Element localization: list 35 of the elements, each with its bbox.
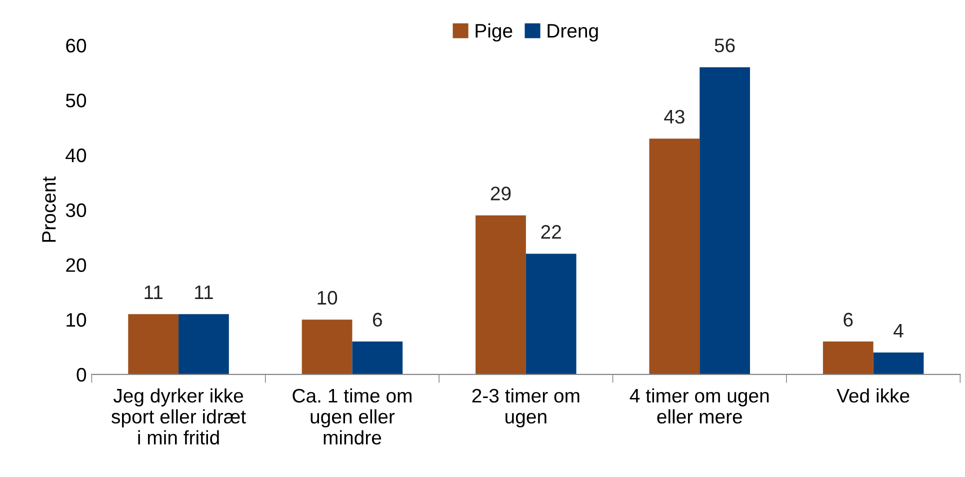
data-label: 4 (894, 324, 904, 338)
bar (873, 352, 924, 374)
x-tick-label: 4 timer om ugen eller mere (630, 388, 769, 424)
data-label: 56 (714, 38, 735, 52)
bar (178, 314, 229, 374)
y-tick-label: 20 (66, 258, 86, 272)
bar (128, 314, 179, 374)
x-tick-label: 2-3 timer om ugen (472, 388, 580, 428)
x-tick-label: Ca. 1 time om ugen eller mindre (292, 388, 412, 445)
data-label: 10 (318, 290, 338, 305)
data-label: 11 (144, 286, 162, 299)
x-tick-label: Jeg dyrker ikke sport eller idræt i min fritid (112, 388, 246, 445)
bar (649, 138, 700, 374)
data-label: 43 (664, 110, 684, 124)
y-tick-label: 50 (66, 94, 86, 108)
data-label: 6 (844, 312, 853, 327)
y-axis-title: Procent (42, 176, 56, 242)
bar (526, 254, 576, 374)
data-label: 6 (372, 312, 382, 327)
data-label: 22 (541, 225, 561, 239)
y-tick-label: 10 (66, 313, 86, 327)
y-tick-label: 0 (76, 368, 86, 382)
y-tick-label: 60 (66, 38, 86, 53)
bar (302, 320, 352, 374)
bar (476, 215, 526, 374)
y-tick-label: 30 (66, 203, 86, 218)
bar (822, 342, 874, 374)
bar (352, 342, 403, 374)
data-label: 11 (195, 286, 213, 299)
bar (700, 67, 750, 374)
y-tick-label: 40 (66, 148, 86, 162)
x-tick-label: Ved ikke (836, 388, 910, 403)
data-label: 29 (490, 186, 511, 200)
legend-label: Dreng (548, 24, 598, 42)
legend-label: Pige (476, 23, 512, 42)
